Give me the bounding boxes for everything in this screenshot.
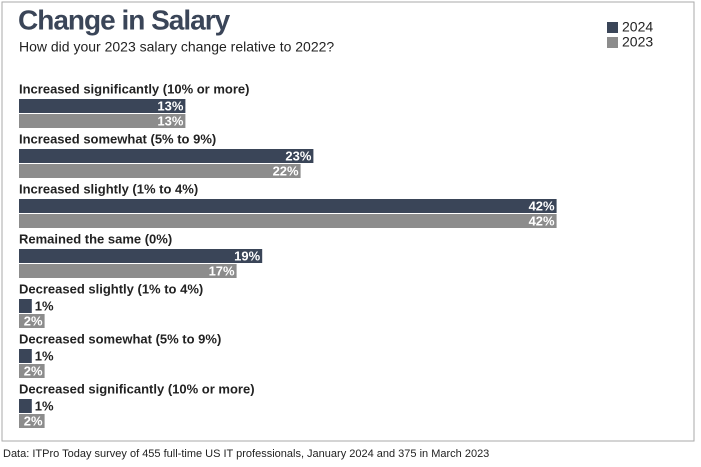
- frame: [1, 1, 695, 442]
- bar: [19, 264, 237, 278]
- legend-label: 2024: [622, 19, 653, 35]
- value-label: 42%: [529, 213, 555, 228]
- bar: [19, 299, 32, 313]
- category-label: Decreased slightly (1% to 4%): [19, 281, 203, 296]
- bar: [19, 349, 32, 363]
- value-label: 22%: [273, 163, 299, 178]
- bar: [19, 114, 186, 128]
- value-label: 1%: [35, 298, 54, 313]
- value-label: 17%: [209, 263, 235, 278]
- category-label: Increased somewhat (5% to 9%): [19, 131, 216, 146]
- value-label: 2%: [24, 413, 43, 428]
- category-label: Increased significantly (10% or more): [19, 81, 249, 96]
- value-label: 2%: [24, 363, 43, 378]
- category-label: Decreased significantly (10% or more): [19, 381, 255, 396]
- chart-subtitle: How did your 2023 salary change relative…: [19, 39, 334, 55]
- value-label: 2%: [24, 313, 43, 328]
- chart-title: Change in Salary: [18, 4, 231, 35]
- category-label: Increased slightly (1% to 4%): [19, 181, 198, 196]
- legend-swatch: [607, 37, 618, 48]
- bar: [19, 99, 186, 113]
- bar: [19, 199, 557, 213]
- bar: [19, 149, 314, 163]
- bar: [19, 249, 263, 263]
- value-label: 1%: [35, 348, 54, 363]
- value-label: 42%: [529, 198, 555, 213]
- category-label: Decreased somewhat (5% to 9%): [19, 331, 221, 346]
- bar: [19, 414, 45, 428]
- bar: [19, 314, 45, 328]
- value-label: 23%: [285, 148, 311, 163]
- bar: [19, 214, 557, 228]
- value-label: 19%: [234, 248, 260, 263]
- value-label: 13%: [157, 98, 183, 113]
- bar: [19, 364, 45, 378]
- value-label: 1%: [35, 398, 54, 413]
- legend-swatch: [607, 22, 618, 33]
- value-label: 13%: [157, 113, 183, 128]
- legend-label: 2023: [622, 34, 653, 50]
- category-label: Remained the same (0%): [19, 231, 172, 246]
- bar: [19, 164, 301, 178]
- source-note: Data: ITPro Today survey of 455 full-tim…: [3, 448, 489, 460]
- bar: [19, 399, 32, 413]
